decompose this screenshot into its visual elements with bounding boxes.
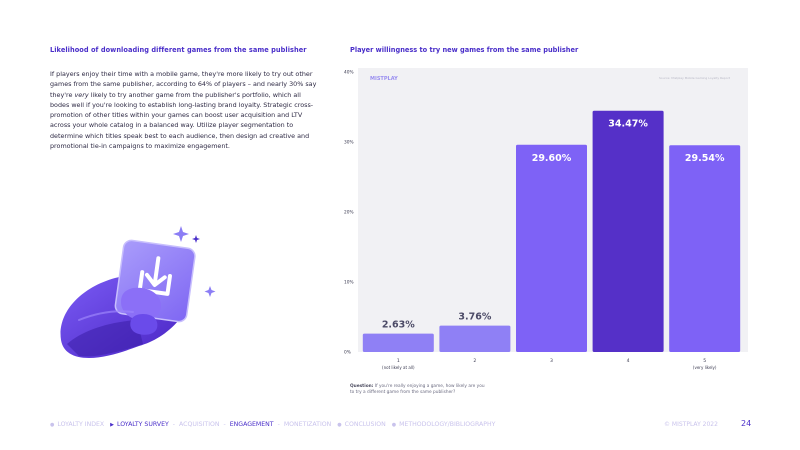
body-emphasis: very: [74, 90, 89, 99]
y-tick-label: 10%: [344, 280, 354, 286]
survey-question: Question: If you're really enjoying a ga…: [350, 384, 490, 396]
y-tick-label: 30%: [344, 140, 354, 146]
nav-label: MONETIZATION: [283, 421, 332, 428]
sparkle-icon: [173, 226, 189, 242]
nav-item-methodology-bibliography[interactable]: ● METHODOLOGY/BIBLIOGRAPHY: [392, 421, 496, 428]
chart-title: Player willingness to try new games from…: [350, 46, 579, 54]
nav-label: CONCLUSION: [344, 421, 386, 428]
sparkle-icon-small: [192, 235, 200, 243]
bar-value-label: 29.60%: [532, 153, 572, 164]
nav-label: LOYALTY INDEX: [57, 421, 105, 428]
nav-bullet-icon: ●: [337, 421, 342, 428]
bar-2: [439, 325, 511, 352]
x-tick-label: 2: [473, 358, 476, 364]
nav-label: METHODOLOGY/BIBLIOGRAPHY: [399, 421, 496, 428]
page-number: 24: [741, 419, 752, 428]
bar-value-label: 34.47%: [608, 119, 648, 130]
nav-label: LOYALTY SURVEY: [117, 421, 169, 428]
sparkle-icon-right: [204, 286, 216, 297]
nav-item-loyalty-index[interactable]: ● LOYALTY INDEX: [50, 421, 104, 428]
x-tick-sublabel: (not likely at all): [382, 365, 415, 370]
x-tick-label: 3: [550, 358, 553, 364]
nav-bullet-icon: ●: [50, 421, 55, 428]
nav-separator: -: [277, 421, 280, 428]
section-heading: Likelihood of downloading different game…: [50, 46, 307, 54]
bar-1: [362, 333, 434, 352]
hand-download-illustration: [60, 226, 216, 358]
bar-chart: MISTPLAY Source: Mistplay Mobile Gaming …: [344, 68, 748, 370]
bar-5: [669, 145, 741, 352]
nav-separator: -: [172, 421, 175, 428]
nav-label: ACQUISITION: [179, 421, 220, 428]
question-text: If you're really enjoying a game, how li…: [350, 384, 485, 396]
nav-bullet-icon: ▶: [110, 421, 115, 428]
panel-brand: MISTPLAY: [370, 76, 398, 82]
question-label: Question:: [350, 384, 374, 389]
nav-item-acquisition[interactable]: ACQUISITION: [179, 421, 220, 428]
nav-label: ENGAGEMENT: [229, 421, 274, 428]
nav-separator: -: [223, 421, 226, 428]
y-tick-label: 0%: [344, 350, 351, 356]
nav-item-conclusion[interactable]: ● CONCLUSION: [337, 421, 385, 428]
nav-item-monetization[interactable]: MONETIZATION: [284, 421, 331, 428]
bar-3: [516, 144, 587, 352]
x-tick-sublabel: (very likely): [693, 365, 717, 370]
x-tick-label: 5: [703, 358, 706, 364]
body-paragraph: If players enjoy their time with a mobil…: [50, 69, 320, 151]
bar-value-label: 3.76%: [458, 312, 491, 323]
nav-item-engagement[interactable]: ENGAGEMENT: [230, 421, 274, 428]
bar-value-label: 29.54%: [685, 153, 725, 164]
bar-4: [592, 110, 664, 353]
download-icon: [137, 270, 172, 296]
y-tick-label: 20%: [344, 210, 354, 216]
y-tick-label: 40%: [344, 70, 354, 76]
body-text-2: likely to try another game from the publ…: [50, 90, 314, 151]
finger: [130, 314, 158, 335]
x-tick-label: 1: [397, 358, 400, 364]
body-text-1: If players enjoy their time with a mobil…: [50, 70, 317, 99]
x-tick-label: 4: [627, 358, 630, 364]
panel-source: Source: Mistplay Mobile Gaming Loyalty R…: [659, 76, 731, 80]
nav-bullet-icon: ●: [391, 421, 397, 428]
arm-shade: [67, 320, 143, 357]
footer-navigation: ● LOYALTY INDEX ▶ LOYALTY SURVEY - ACQUISITIO…: [50, 421, 495, 428]
bar-value-label: 2.63%: [382, 320, 415, 331]
nav-item-loyalty-survey[interactable]: ▶ LOYALTY SURVEY: [110, 421, 169, 428]
copyright: © MISTPLAY 2022: [664, 421, 718, 428]
